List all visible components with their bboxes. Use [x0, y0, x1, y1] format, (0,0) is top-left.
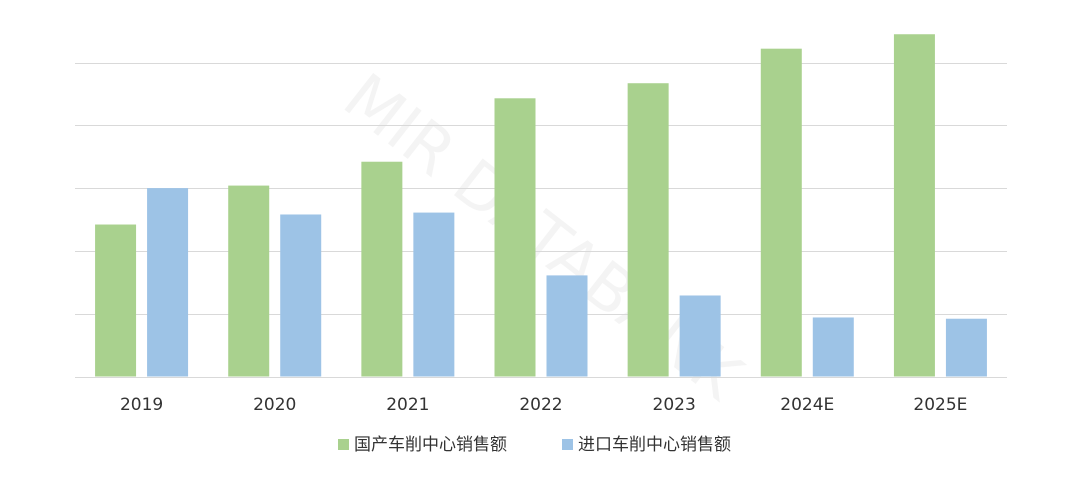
bar — [95, 224, 137, 377]
legend-label: 进口车削中心销售额 — [578, 435, 731, 455]
legend-swatch — [338, 439, 349, 450]
legend-label: 国产车削中心销售额 — [354, 435, 507, 455]
x-tick-label: 2022 — [519, 395, 562, 415]
bar — [546, 275, 588, 377]
x-tick-label: 2020 — [253, 395, 296, 415]
x-tick-label: 2023 — [653, 395, 696, 415]
bar — [945, 318, 987, 377]
x-tick-label: 2025E — [913, 395, 967, 415]
bar — [280, 214, 322, 377]
bar — [760, 48, 802, 377]
bar — [228, 185, 270, 377]
x-tick-label: 2024E — [780, 395, 834, 415]
bar — [893, 34, 935, 377]
bar — [812, 317, 854, 377]
x-tick-label: 2019 — [120, 395, 163, 415]
bar — [494, 98, 536, 377]
bar — [147, 188, 189, 377]
bar — [361, 161, 403, 377]
bar — [413, 212, 455, 377]
x-tick-label: 2021 — [386, 395, 429, 415]
bar — [627, 83, 669, 377]
legend-swatch — [562, 439, 573, 450]
bar — [679, 295, 721, 377]
